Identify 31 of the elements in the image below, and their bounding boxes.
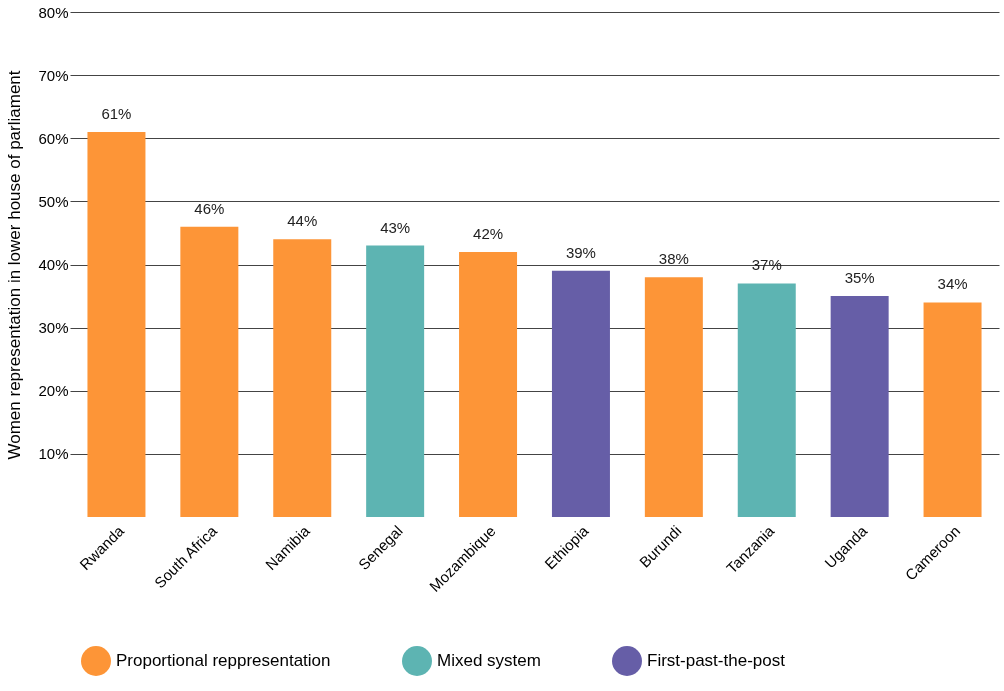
data-label: 35%	[844, 269, 875, 287]
bar	[366, 245, 425, 517]
data-label: 34%	[937, 275, 968, 293]
data-label: 43%	[380, 218, 411, 236]
y-tick-label: 40%	[38, 256, 69, 273]
bar	[830, 296, 889, 517]
y-tick-label: 50%	[38, 192, 69, 210]
y-tick-label: 30%	[38, 319, 69, 337]
bar	[644, 277, 703, 517]
bar	[180, 226, 239, 517]
data-label: 61%	[101, 104, 132, 122]
bar	[923, 302, 982, 517]
data-label: 46%	[194, 199, 225, 217]
data-label: 44%	[287, 212, 318, 230]
y-tick-label: 70%	[38, 66, 69, 84]
data-label: 39%	[565, 243, 596, 261]
y-axis-title: Women representation in lower house of parliament	[5, 70, 25, 460]
y-tick-label: 80%	[38, 3, 69, 21]
bar	[551, 270, 610, 517]
bar	[87, 131, 146, 517]
legend-label: First-past-the-post	[647, 651, 786, 670]
legend-label: Proportional reppresentation	[116, 651, 331, 670]
legend-label: Mixed system	[437, 651, 541, 670]
y-tick-label: 60%	[38, 129, 69, 147]
y-tick-label: 20%	[38, 382, 69, 400]
bar	[737, 283, 796, 517]
data-label: 38%	[658, 250, 689, 268]
data-label: 42%	[473, 224, 504, 242]
bar	[273, 239, 332, 517]
y-tick-label: 10%	[38, 445, 69, 463]
bar	[459, 251, 518, 517]
